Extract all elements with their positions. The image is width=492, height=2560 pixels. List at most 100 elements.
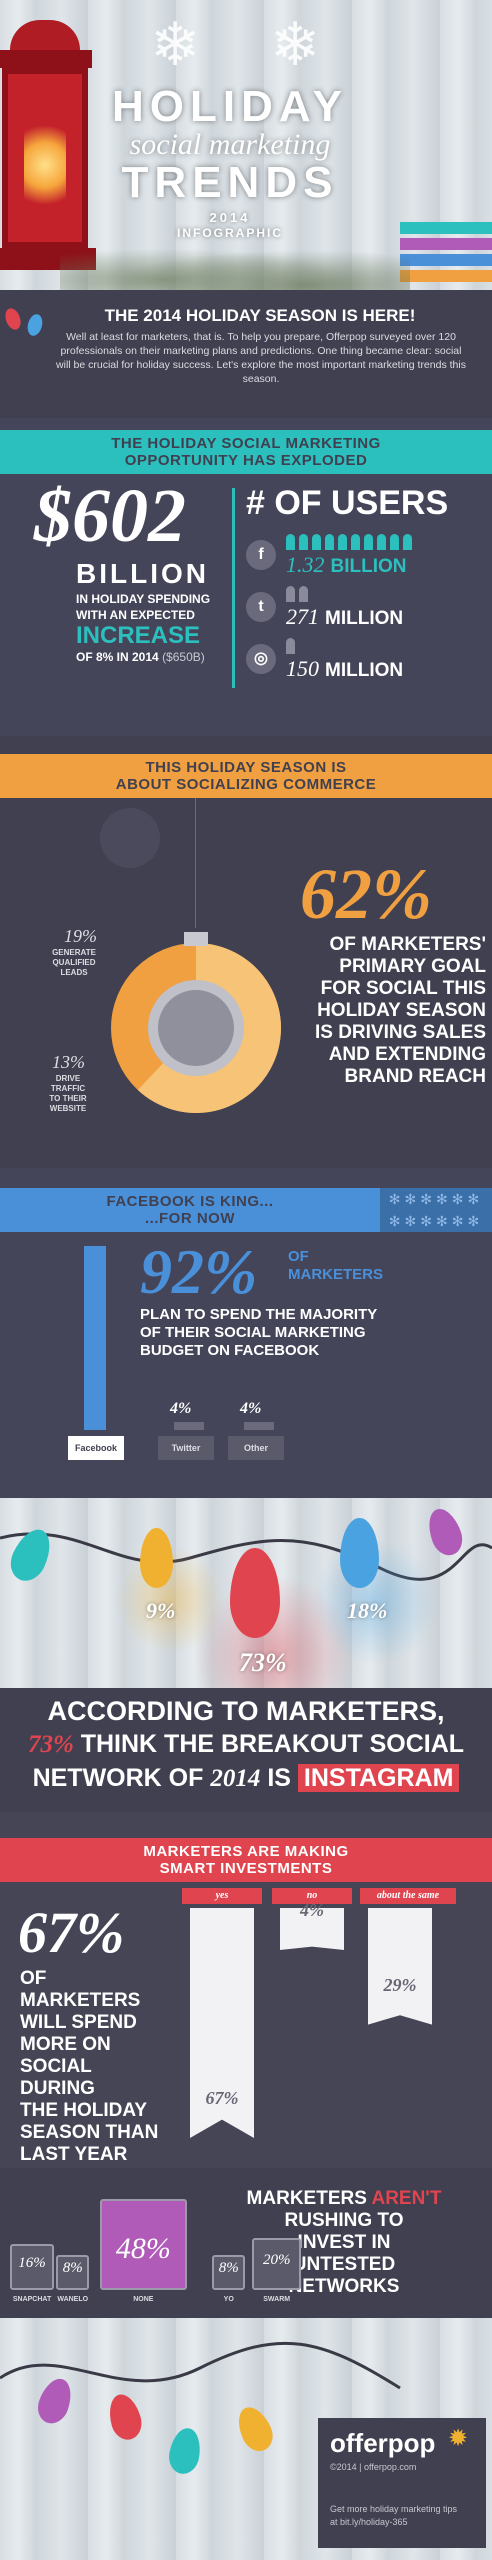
networks-title-line2: RUSHING TO	[284, 2210, 404, 2231]
snowflake-icon: ❄	[150, 11, 201, 78]
facebook-pct: 92%	[140, 1236, 258, 1307]
instagram-statement-section: ACCORDING TO MARKETERS, 73% THINK THE BR…	[0, 1688, 492, 1812]
instagram-line3-b: IS	[267, 1764, 291, 1792]
bar-other	[244, 1422, 274, 1430]
bar-twitter	[174, 1422, 204, 1430]
traffic-label-line: TRAFFIC	[50, 1084, 86, 1093]
bulb-value-label: 9%	[146, 1598, 176, 1623]
bag-yo	[212, 2254, 246, 2290]
traffic-label: DRIVE TRAFFIC TO THEIR WEBSITE	[38, 1074, 98, 1114]
user-figures	[286, 534, 416, 552]
leads-label-line: LEADS	[60, 968, 88, 977]
instagram-network: INSTAGRAM	[297, 1764, 460, 1792]
facebook-ribbon-line2: ...FOR NOW	[145, 1210, 235, 1227]
networks-title-a: MARKETERS	[246, 2188, 367, 2209]
investments-section: MARKETERS ARE MAKING SMART INVESTMENTS 6…	[0, 1812, 492, 2168]
network-row: ◎ 150 MILLION	[246, 638, 492, 690]
spending-desc-line3-text: OF 8% IN 2014	[76, 650, 159, 664]
facebook-ribbon: FACEBOOK IS KING... ...FOR NOW	[0, 1188, 380, 1232]
person-icon	[286, 638, 295, 654]
bag-category-label: WANELO	[57, 2296, 89, 2303]
instagram-bulbs-section: 9% 73% 18%	[0, 1498, 492, 1688]
network-value: 150 MILLION	[286, 656, 403, 682]
header-section: ❄ ❄ HOLIDAY social marketing TRENDS 2014…	[0, 0, 492, 290]
header-year: 2014	[209, 210, 251, 225]
section1-divider	[232, 488, 235, 688]
instagram-year: 2014	[210, 1765, 261, 1792]
instagram-line3: NETWORK OF 2014 IS INSTAGRAM	[14, 1764, 478, 1793]
bar-value-label: 4%	[170, 1400, 192, 1417]
tag-header: about the same	[360, 1888, 456, 1904]
instagram-line3-a: NETWORK OF	[32, 1764, 204, 1792]
networks-title-line5: NETWORKS	[288, 2276, 400, 2297]
goal-statement-line: AND EXTENDING	[328, 1044, 486, 1065]
goal-statement: OF MARKETERS' PRIMARY GOAL FOR SOCIAL THIS…	[296, 934, 486, 1088]
goal-statement-line: FOR SOCIAL THIS	[320, 978, 486, 999]
traffic-label-line: DRIVE	[55, 1074, 81, 1083]
facebook-statement-line: PLAN TO SPEND THE MAJORITY	[140, 1306, 378, 1323]
bulb-2	[230, 1548, 280, 1638]
bag-category-label: NONE	[133, 2296, 154, 2303]
commerce-ribbon-line1: THIS HOLIDAY SEASON IS	[145, 759, 347, 776]
networks-title-line4: UNTESTED	[292, 2254, 396, 2275]
tag-header: no	[272, 1888, 352, 1904]
light-string	[0, 1532, 492, 1581]
investments-statement: OF MARKETERS WILL SPEND MORE ON SOCIAL DURI…	[20, 1968, 170, 2166]
snowflake-icon: ❄	[270, 11, 321, 78]
bag-value-label: 20%	[262, 2252, 291, 2268]
header-title-line2: social marketing	[129, 128, 331, 161]
facebook-ribbon-line1: FACEBOOK IS KING...	[106, 1193, 274, 1210]
commerce-ribbon: THIS HOLIDAY SEASON IS ABOUT SOCIALIZING…	[0, 754, 492, 798]
person-icon	[299, 534, 308, 550]
networks-title: MARKETERS AREN'T RUSHING TO INVEST IN UN…	[226, 2188, 462, 2298]
bag-category-label: SWARM	[263, 2296, 291, 2303]
commerce-section: THIS HOLIDAY SEASON IS ABOUT SOCIALIZING…	[0, 736, 492, 1168]
opportunity-ribbon-line2: OPPORTUNITY HAS EXPLODED	[124, 452, 368, 469]
ribbon-stripes	[400, 222, 492, 282]
network-row: f 1.32 BILLION	[246, 534, 492, 586]
facebook-of: OF	[288, 1248, 309, 1265]
bulb-3	[340, 1518, 379, 1588]
intro-body: Well at least for marketers, that is. To…	[56, 331, 466, 385]
leads-pct: 19%	[64, 926, 97, 946]
facebook-section: FACEBOOK IS KING... ...FOR NOW ✻✻✻✻✻✻ ✻✻✻…	[0, 1168, 492, 1498]
user-figures	[286, 638, 299, 656]
bulb-value-label: 18%	[347, 1598, 388, 1623]
bar-category-label: Facebook	[68, 1436, 124, 1460]
opportunity-section: THE HOLIDAY SOCIAL MARKETING OPPORTUNITY…	[0, 418, 492, 736]
tag-0	[190, 1908, 254, 2138]
spending-desc-line3: OF 8% IN 2014 ($650B)	[76, 650, 205, 664]
person-icon	[286, 534, 295, 550]
person-icon	[286, 586, 295, 602]
investments-statement-line: SOCIAL DURING	[20, 2056, 95, 2099]
person-icon	[325, 534, 334, 550]
user-figures	[286, 586, 312, 604]
instagram-pct: 73%	[27, 1731, 74, 1758]
facebook-icon: f	[246, 540, 276, 570]
person-icon	[377, 534, 386, 550]
network-unit: MILLION	[325, 660, 404, 681]
investments-ribbon-line1: MARKETERS ARE MAKING	[143, 1843, 349, 1860]
investments-statement-line: WILL SPEND	[20, 2012, 137, 2033]
networks-title-line3: INVEST IN	[297, 2232, 391, 2253]
ornament-cap	[184, 932, 208, 946]
sun-logo-icon: ✹	[448, 2425, 469, 2452]
networks-section: MARKETERS AREN'T RUSHING TO INVEST IN UN…	[0, 2168, 492, 2318]
tag-1	[280, 1908, 344, 1950]
footer-tip-line2[interactable]: at bit.ly/holiday-365	[330, 2517, 408, 2527]
facebook-statement-line: BUDGET ON FACEBOOK	[140, 1342, 320, 1359]
investments-statement-line: LAST YEAR	[20, 2144, 128, 2165]
person-icon	[351, 534, 360, 550]
traffic-pct: 13%	[52, 1052, 85, 1072]
bag-value-label: 48%	[115, 2232, 171, 2266]
bar-category-label: Other	[228, 1436, 284, 1460]
network-number: 150	[286, 656, 319, 681]
instagram-line1: ACCORDING TO MARKETERS,	[47, 1696, 445, 1726]
bag-snapchat	[10, 2243, 55, 2290]
instagram-line2-text: THINK THE BREAKOUT SOCIAL	[80, 1730, 465, 1758]
header-subtitle: INFOGRAPHIC	[177, 226, 283, 240]
intro-section: THE 2014 HOLIDAY SEASON IS HERE! Well at…	[0, 290, 492, 418]
snowflake-pattern: ✻✻✻✻✻✻ ✻✻✻✻✻✻	[380, 1188, 492, 1232]
person-icon	[364, 534, 373, 550]
opportunity-ribbon-line1: THE HOLIDAY SOCIAL MARKETING	[111, 435, 381, 452]
